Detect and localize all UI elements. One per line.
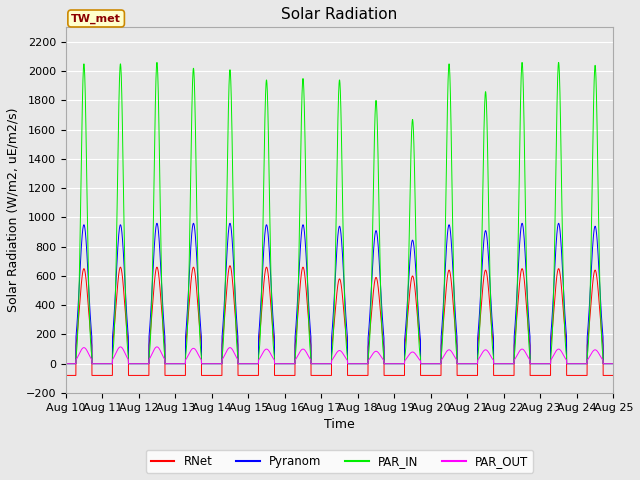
Pyranom — [609, 361, 617, 367]
Title: Solar Radiation: Solar Radiation — [282, 7, 397, 22]
RNet — [160, 336, 168, 341]
PAR_IN — [462, 361, 470, 367]
RNet — [62, 372, 70, 378]
Pyranom — [161, 326, 168, 332]
X-axis label: Time: Time — [324, 418, 355, 431]
PAR_OUT — [609, 361, 616, 367]
Pyranom — [462, 361, 470, 367]
Pyranom — [493, 361, 501, 367]
PAR_IN — [153, 60, 161, 65]
PAR_OUT — [462, 361, 470, 367]
PAR_OUT — [62, 361, 70, 367]
PAR_IN — [432, 361, 440, 367]
Pyranom — [62, 361, 70, 367]
PAR_IN — [493, 361, 501, 367]
RNet — [609, 372, 617, 378]
RNet — [319, 372, 327, 378]
PAR_IN — [319, 361, 327, 367]
PAR_IN — [609, 361, 616, 367]
PAR_IN — [161, 348, 168, 353]
Line: PAR_OUT: PAR_OUT — [66, 347, 613, 364]
Line: RNet: RNet — [66, 266, 613, 375]
PAR_IN — [62, 361, 70, 367]
PAR_IN — [609, 361, 617, 367]
Pyranom — [432, 361, 440, 367]
Pyranom — [153, 220, 161, 226]
Line: PAR_IN: PAR_IN — [66, 62, 613, 364]
Pyranom — [609, 361, 616, 367]
RNet — [432, 372, 440, 378]
Text: TW_met: TW_met — [71, 13, 121, 24]
PAR_OUT — [319, 361, 327, 367]
Pyranom — [319, 361, 327, 367]
PAR_OUT — [432, 361, 440, 367]
Y-axis label: Solar Radiation (W/m2, uE/m2/s): Solar Radiation (W/m2, uE/m2/s) — [7, 108, 20, 312]
Legend: RNet, Pyranom, PAR_IN, PAR_OUT: RNet, Pyranom, PAR_IN, PAR_OUT — [146, 450, 533, 472]
PAR_OUT — [493, 361, 501, 367]
RNet — [226, 263, 234, 269]
Line: Pyranom: Pyranom — [66, 223, 613, 364]
PAR_OUT — [161, 356, 168, 361]
RNet — [462, 372, 470, 378]
RNet — [493, 372, 501, 378]
RNet — [609, 372, 616, 378]
PAR_OUT — [116, 344, 124, 350]
PAR_OUT — [609, 361, 617, 367]
